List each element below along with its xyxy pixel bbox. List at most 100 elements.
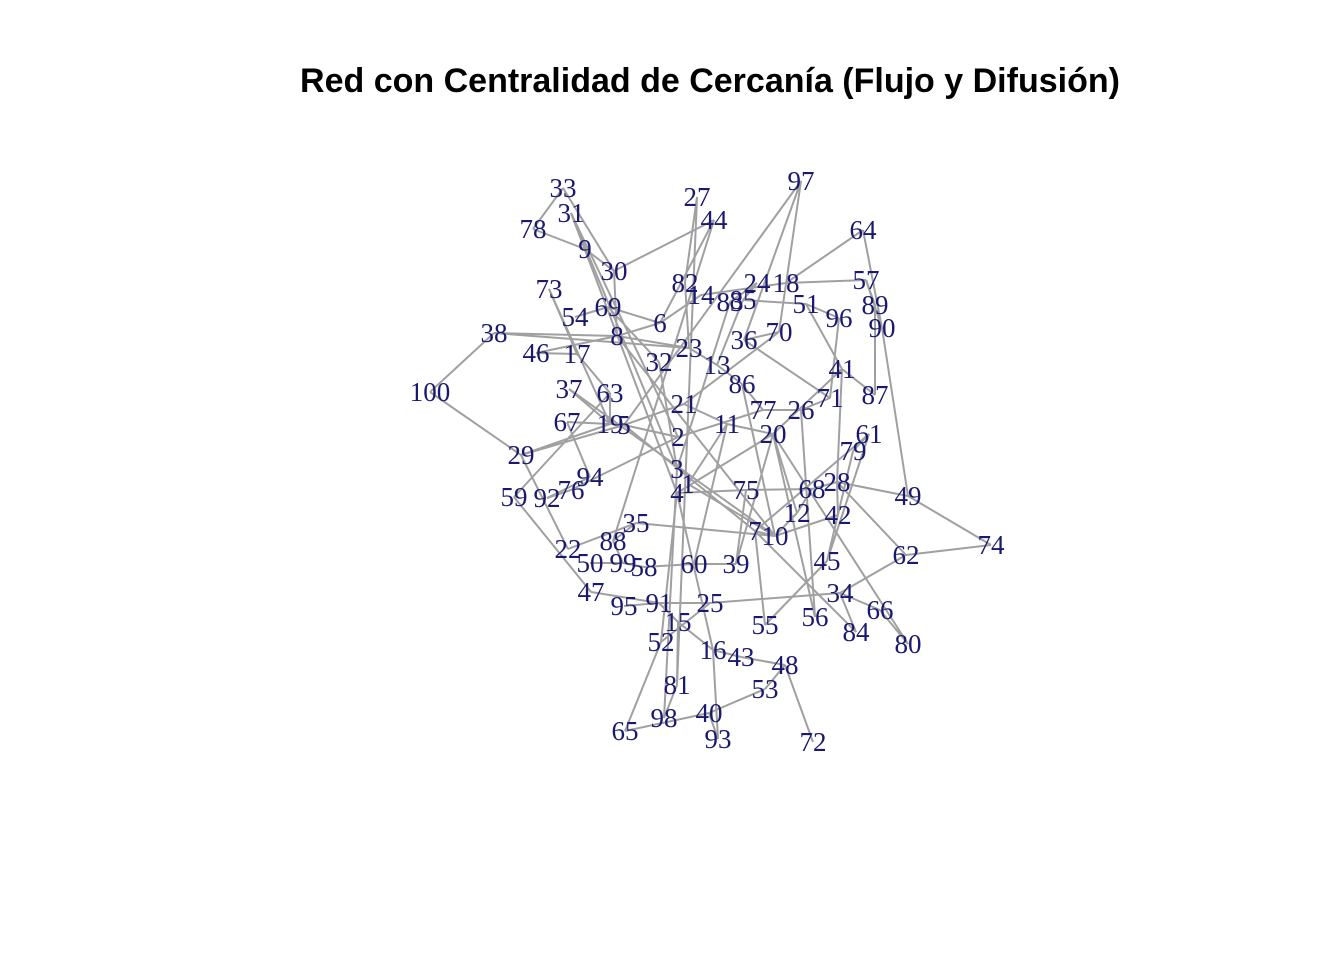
- edge-46-17: [535, 352, 578, 355]
- edge-74-62: [905, 544, 992, 556]
- node-label-36: 36: [731, 325, 758, 355]
- node-label-45: 45: [814, 546, 841, 576]
- node-label-95: 95: [611, 591, 638, 621]
- node-label-23: 23: [676, 333, 703, 363]
- node-label-10: 10: [762, 521, 789, 551]
- edge-56-20: [772, 433, 816, 618]
- edge-17-63: [576, 353, 611, 394]
- node-label-41: 41: [829, 354, 856, 384]
- edge-88-99: [612, 540, 624, 564]
- edge-15-16: [677, 621, 714, 651]
- edge-13-86: [716, 364, 743, 385]
- edge-69-32: [607, 306, 660, 363]
- node-label-47: 47: [578, 577, 605, 607]
- edge-94-92: [546, 476, 591, 499]
- node-label-60: 60: [681, 549, 708, 579]
- edge-52-65: [624, 641, 662, 732]
- node-label-19: 19: [597, 409, 624, 439]
- edge-53-40: [708, 688, 766, 714]
- edge-51-41: [805, 303, 843, 370]
- edge-59-47: [513, 496, 592, 593]
- edge-8-10: [616, 335, 776, 537]
- node-label-67: 67: [554, 407, 581, 437]
- node-label-44: 44: [701, 205, 729, 235]
- edge-90-49: [881, 327, 909, 497]
- node-label-93: 93: [705, 724, 732, 754]
- node-label-52: 52: [648, 627, 675, 657]
- node-label-35: 35: [623, 508, 650, 538]
- edge-47-91: [590, 591, 660, 604]
- edge-70-21: [683, 331, 780, 405]
- node-label-17: 17: [564, 339, 591, 369]
- node-label-77: 77: [750, 395, 777, 425]
- node-label-85: 85: [730, 285, 757, 315]
- edge-71-36: [743, 339, 831, 399]
- node-label-54: 54: [562, 302, 590, 332]
- edge-85-13: [716, 299, 744, 366]
- edge-76-2: [570, 436, 679, 491]
- edge-29-22: [520, 454, 569, 550]
- node-label-73: 73: [536, 274, 563, 304]
- edge-41-28: [836, 368, 843, 483]
- edge-80-20: [772, 433, 909, 645]
- node-label-100: 100: [410, 377, 451, 407]
- edge-28-68: [811, 481, 838, 490]
- edge-85-51: [742, 299, 807, 305]
- node-label-11: 11: [714, 409, 740, 439]
- edge-45-61: [826, 433, 870, 562]
- node-label-24: 24: [744, 268, 772, 298]
- edge-97-70: [778, 180, 802, 333]
- node-label-90: 90: [869, 313, 896, 343]
- node-label-62: 62: [893, 540, 920, 570]
- edge-10-35: [635, 522, 776, 537]
- edge-28-42: [836, 481, 839, 516]
- edge-67-94: [566, 421, 591, 478]
- node-label-71: 71: [817, 383, 844, 413]
- edge-22-35: [567, 522, 637, 550]
- edge-44-88: [612, 219, 715, 542]
- node-label-64: 64: [850, 215, 878, 245]
- node-label-32: 32: [646, 347, 673, 377]
- node-label-55: 55: [752, 610, 779, 640]
- node-label-15: 15: [665, 607, 692, 637]
- edge-61-7: [754, 433, 870, 532]
- node-label-13: 13: [704, 350, 731, 380]
- node-label-58: 58: [631, 552, 658, 582]
- node-label-39: 39: [723, 549, 750, 579]
- graph-title: Red con Centralidad de Cercanía (Flujo y…: [300, 62, 1120, 100]
- node-label-6: 6: [653, 308, 667, 338]
- node-label-43: 43: [728, 642, 755, 672]
- edge-4-16: [676, 492, 714, 651]
- node-label-48: 48: [772, 650, 799, 680]
- edge-78-33: [532, 187, 564, 230]
- edge-20-11: [726, 423, 774, 435]
- edge-68-12: [796, 488, 813, 514]
- node-label-68: 68: [799, 474, 826, 504]
- node-label-94: 94: [577, 462, 605, 492]
- edge-46-8: [535, 335, 618, 354]
- node-label-50: 50: [577, 548, 604, 578]
- node-label-21: 21: [671, 389, 698, 419]
- edge-38-8: [493, 332, 618, 337]
- edge-97-36: [743, 180, 802, 341]
- edge-91-15: [658, 602, 679, 623]
- edge-62-28: [836, 481, 907, 556]
- edge-5-29: [520, 424, 625, 456]
- edge-92-76: [546, 489, 572, 499]
- node-label-7: 7: [748, 516, 762, 546]
- node-label-88: 88: [600, 526, 627, 556]
- edge-81-98: [663, 684, 678, 719]
- node-label-63: 63: [597, 378, 624, 408]
- edge-48-72: [784, 664, 814, 743]
- node-label-89: 89: [862, 290, 889, 320]
- node-label-18: 18: [773, 268, 800, 298]
- node-label-16: 16: [700, 635, 727, 665]
- edge-23-13: [688, 347, 718, 366]
- node-label-38: 38: [481, 318, 508, 348]
- edge-83-3: [676, 301, 731, 470]
- node-label-34: 34: [827, 578, 855, 608]
- edge-41-20: [772, 368, 843, 435]
- node-label-78: 78: [520, 214, 547, 244]
- node-label-83: 83: [717, 287, 744, 317]
